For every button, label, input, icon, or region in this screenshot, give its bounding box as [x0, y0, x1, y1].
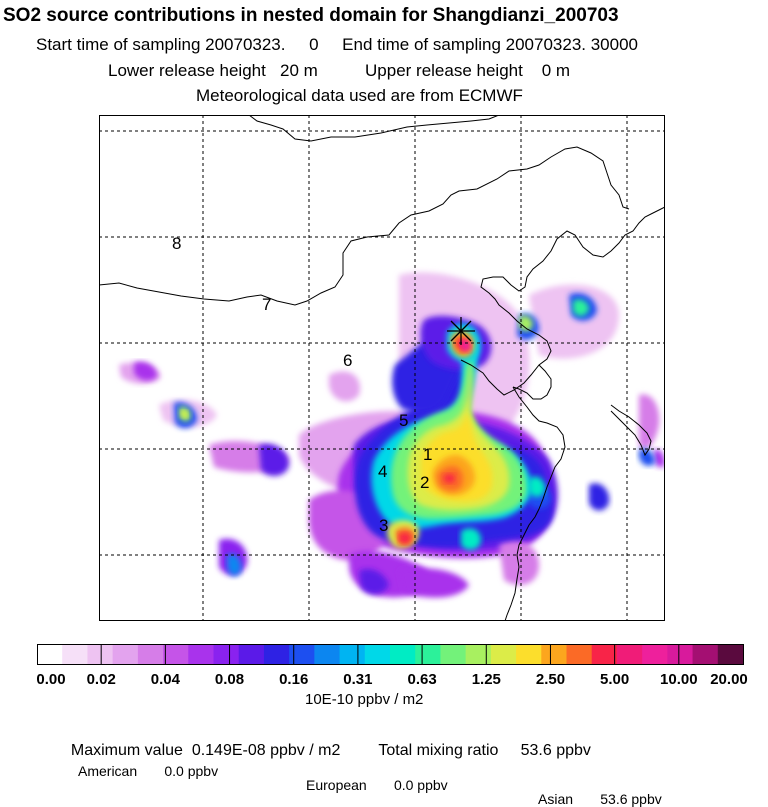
- color-scale-cell: [390, 644, 416, 664]
- map-frame: [99, 115, 665, 621]
- concentration-patch: [639, 448, 655, 466]
- release-height-line: Lower release height 20 m Upper release …: [108, 61, 571, 80]
- american-contribution: American 0.0 ppbv: [78, 763, 219, 779]
- color-scale-cell: [642, 644, 668, 664]
- color-scale-tick-label: 0.16: [279, 671, 308, 688]
- color-scale-bar: 0.00 0.02 0.04 0.08 0.16 0.31 0.63 1.25 2.50 5.00…: [37, 644, 748, 688]
- region-label: 6: [343, 351, 352, 370]
- color-scale-cell: [137, 644, 164, 664]
- concentration-patch: [399, 568, 469, 598]
- color-scale-cell: [415, 644, 441, 664]
- concentration-patch: [461, 339, 471, 352]
- east-china-coast: [504, 386, 566, 621]
- bohai-coastline: [460, 206, 665, 396]
- color-scale-tick-label: 1.25: [472, 671, 501, 688]
- concentration-patch: [461, 528, 481, 550]
- region-label: 1: [423, 445, 432, 464]
- sampling-time-line: Start time of sampling 20070323. 0 End t…: [36, 35, 638, 54]
- contribution-map: 1 2 3 4 5 6 7 8: [99, 115, 665, 621]
- color-scale-tick-label: 20.00: [710, 671, 748, 688]
- color-scale-cell: [541, 644, 567, 664]
- color-scale-cell: [163, 644, 189, 664]
- concentration-patch: [359, 568, 389, 595]
- asian-contribution: Asian 53.6 ppbv: [538, 791, 662, 807]
- color-scale-cell: [717, 644, 744, 664]
- grid-lines: [99, 115, 665, 621]
- concentration-patch: [181, 410, 188, 418]
- color-scale-tick-label: 0.02: [87, 671, 116, 688]
- region-label: 3: [379, 516, 388, 535]
- color-scale-cell: [566, 644, 593, 664]
- color-scale-cell: [188, 644, 214, 664]
- color-scale-tick-label: 0.63: [407, 671, 436, 688]
- color-scale-cell: [616, 644, 643, 664]
- summary-row: Maximum value 0.149E-08 ppbv / m2 Total m…: [62, 727, 591, 759]
- european-contribution: European 0.0 ppbv: [306, 777, 448, 793]
- concentration-patch: [499, 541, 539, 585]
- station-marker: [447, 317, 475, 345]
- color-scale-tick-label: 0.31: [343, 671, 372, 688]
- color-scale-tick-label: 0.08: [215, 671, 244, 688]
- concentration-patch: [529, 476, 545, 497]
- concentration-patch: [399, 532, 411, 544]
- color-scale-cell: [62, 644, 88, 664]
- concentration-patch: [259, 443, 289, 477]
- regional-breakdown: American 0.0 ppbv European 0.0 ppbv Asia…: [0, 750, 768, 806]
- concentration-patch: [329, 371, 360, 402]
- region-label: 5: [399, 411, 408, 430]
- northern-border: [248, 115, 500, 142]
- concentration-patch: [573, 299, 589, 317]
- color-scale-tick-label: 2.50: [536, 671, 565, 688]
- color-scale-cell: [364, 644, 391, 664]
- maximum-value: Maximum value 0.149E-08 ppbv / m2: [70, 742, 341, 759]
- concentration-patch: [443, 474, 455, 484]
- color-scale-cell: [490, 644, 517, 664]
- color-scale-cell: [37, 644, 63, 664]
- color-scale-cell: [263, 644, 290, 664]
- color-scale-cell: [289, 644, 315, 664]
- color-scale-cell: [516, 644, 542, 664]
- concentration-patch: [227, 553, 242, 576]
- color-scale-cell: [87, 644, 114, 664]
- color-scale-cell: [339, 644, 366, 664]
- color-scale-cell: [667, 644, 694, 664]
- color-scale-tick-label: 0.04: [151, 671, 181, 688]
- region-label: 8: [172, 234, 181, 253]
- color-scale-tick-label: 10.00: [660, 671, 698, 688]
- color-scale-cell: [465, 644, 492, 664]
- concentration-patch: [519, 315, 533, 332]
- coastline-layer: [99, 115, 665, 621]
- color-scale-cell: [591, 644, 618, 664]
- shandong-peninsula: [512, 364, 552, 400]
- region-label: 4: [378, 462, 387, 481]
- concentration-patch: [639, 394, 660, 449]
- region-label: 7: [262, 295, 271, 314]
- korea-coast: [610, 404, 652, 457]
- color-scale-cell: [314, 644, 341, 664]
- color-scale-cell: [440, 644, 467, 664]
- meteorological-data-line: Meteorological data used are from ECMWF: [196, 86, 523, 105]
- region-label: 2: [420, 473, 429, 492]
- color-scale-units: 10E-10 ppbv / m2: [305, 691, 424, 708]
- concentration-patch: [134, 361, 157, 381]
- color-scale-cell: [238, 644, 265, 664]
- color-scale-tick-label: 0.00: [37, 671, 66, 688]
- total-mixing-ratio: Total mixing ratio 53.6 ppbv: [378, 742, 591, 759]
- color-scale-cell: [112, 644, 139, 664]
- chart-title: SO2 source contributions in nested domai…: [3, 5, 619, 26]
- color-scale-cell: [692, 644, 719, 664]
- mongolia-border: [99, 146, 630, 306]
- concentration-patch: [589, 483, 610, 511]
- concentration-patch: [654, 449, 665, 468]
- color-scale-tick-label: 5.00: [600, 671, 629, 688]
- concentration-patch: [529, 284, 619, 359]
- color-scale-cell: [213, 644, 240, 664]
